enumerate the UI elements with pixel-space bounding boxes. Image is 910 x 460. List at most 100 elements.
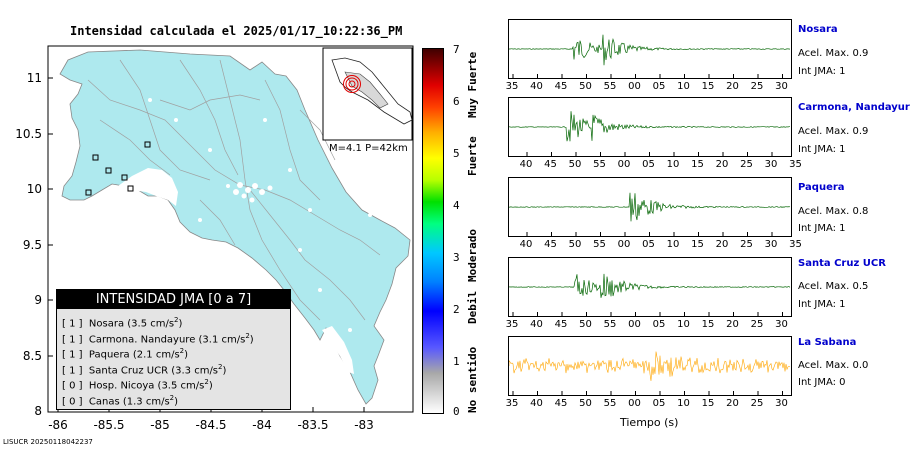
time-tick-label: 15 <box>691 239 704 250</box>
time-tick-label: 10 <box>677 319 690 330</box>
time-tick-label: 55 <box>603 398 617 409</box>
colorbar-tick: 5 <box>453 147 460 160</box>
time-tick-label: 40 <box>519 159 533 170</box>
lat-tick: 10.5 <box>15 127 42 141</box>
legend-row: [ 0 ] Canas (1.3 cm/s2) <box>62 393 179 407</box>
legend-title: INTENSIDAD JMA [0 a 7] <box>57 290 290 309</box>
station-int: Int JMA: 1 <box>798 299 846 310</box>
lon-tick: -85 <box>150 418 170 432</box>
time-tick-label: 20 <box>726 398 739 409</box>
lon-tick: -86 <box>48 418 68 432</box>
inset-magnitude-label: M=4.1 P=42km <box>329 143 408 154</box>
time-tick-label: 05 <box>652 319 666 330</box>
seismogram-trace <box>508 97 792 157</box>
colorbar-word: Muy Fuerte <box>466 51 479 118</box>
station-int: Int JMA: 1 <box>798 144 846 155</box>
legend-row: [ 1 ] Nosara (3.5 cm/s2) <box>62 316 183 330</box>
time-axis-label: Tiempo (s) <box>620 416 679 429</box>
time-tick-label: 30 <box>764 159 778 170</box>
time-tick-label: 25 <box>750 398 764 409</box>
lon-tick: -85.5 <box>93 418 125 432</box>
time-tick-label: 05 <box>642 159 655 170</box>
legend-row: [ 0 ] Hosp. Nicoya (3.5 cm/s2) <box>62 378 213 392</box>
time-tick-label: 35 <box>789 239 802 250</box>
lon-tick: -83.5 <box>297 418 329 432</box>
lat-tick: 11 <box>26 71 42 85</box>
time-tick-label: 35 <box>505 319 519 330</box>
colorbar-word: Debil <box>466 290 479 324</box>
lon-tick: -84 <box>252 418 272 432</box>
time-tick-label: 40 <box>530 81 543 92</box>
colorbar-tick: 7 <box>453 43 460 56</box>
intensity-colorbar <box>422 48 444 414</box>
time-tick-label: 45 <box>554 319 568 330</box>
time-tick-label: 50 <box>579 319 592 330</box>
time-tick-label: 05 <box>642 239 655 250</box>
time-tick-label: 45 <box>554 81 568 92</box>
time-tick-label: 50 <box>579 81 592 92</box>
colorbar-tick: 4 <box>453 199 460 212</box>
time-tick-label: 00 <box>617 239 631 250</box>
time-tick-label: 50 <box>579 398 592 409</box>
legend-row: [ 1 ] Paquera (2.1 cm/s2) <box>62 347 189 361</box>
time-tick-label: 55 <box>603 81 617 92</box>
lon-tick: -84.5 <box>195 418 227 432</box>
seismogram-waveform <box>509 273 791 316</box>
station-acel: Acel. Max. 0.0 <box>798 360 869 371</box>
time-tick-label: 20 <box>715 239 729 250</box>
time-tick-label: 45 <box>554 398 568 409</box>
time-tick-label: 00 <box>628 81 641 92</box>
lat-tick: 8 <box>34 404 42 418</box>
time-tick-label: 55 <box>593 159 606 170</box>
seismogram-waveform <box>509 34 791 78</box>
lat-tick: 9 <box>34 293 42 307</box>
colorbar-tick: 0 <box>453 405 460 418</box>
costa-rica-land <box>59 49 411 405</box>
station-acel: Acel. Max. 0.8 <box>798 206 869 217</box>
station-acel: Acel. Max. 0.9 <box>798 126 869 137</box>
time-tick-label: 25 <box>750 319 764 330</box>
seismogram-trace <box>508 257 792 317</box>
station-acel: Acel. Max. 0.9 <box>798 48 869 59</box>
time-tick-label: 25 <box>740 159 753 170</box>
colorbar-word: No sentido <box>466 346 479 413</box>
time-tick-label: 40 <box>530 319 543 330</box>
legend-row: [ 1 ] Santa Cruz UCR (3.3 cm/s2) <box>62 362 227 376</box>
time-tick-label: 10 <box>666 159 680 170</box>
time-tick-label: 25 <box>750 81 764 92</box>
map-title: Intensidad calculada el 2025/01/17_10:22… <box>70 24 403 38</box>
time-tick-label: 50 <box>568 239 582 250</box>
time-tick-label: 30 <box>775 81 788 92</box>
colorbar-tick: 1 <box>453 355 460 368</box>
station-name: Nosara <box>798 24 838 35</box>
lat-tick: 9.5 <box>22 238 42 252</box>
time-tick-label: 10 <box>666 239 680 250</box>
station-name: Paquera <box>798 182 845 193</box>
time-tick-label: 45 <box>544 159 557 170</box>
lat-tick: 8.5 <box>22 349 42 363</box>
time-tick-label: 20 <box>726 81 739 92</box>
time-tick-label: 05 <box>652 398 666 409</box>
seismogram-waveform <box>509 111 790 156</box>
time-tick-label: 40 <box>530 398 543 409</box>
colorbar-tick: 2 <box>453 303 460 316</box>
time-tick-label: 45 <box>544 239 557 250</box>
seismogram-trace <box>508 177 792 237</box>
time-tick-label: 20 <box>715 159 729 170</box>
station-int: Int JMA: 0 <box>798 377 846 388</box>
time-tick-label: 15 <box>701 398 715 409</box>
time-tick-label: 05 <box>652 81 666 92</box>
station-int: Int JMA: 1 <box>798 223 846 234</box>
time-tick-label: 30 <box>775 398 788 409</box>
waveform-line <box>509 351 791 381</box>
waveform-line <box>509 34 791 66</box>
time-tick-label: 35 <box>505 81 519 92</box>
station-int: Int JMA: 1 <box>798 66 846 77</box>
time-tick-label: 25 <box>740 239 753 250</box>
colorbar-word: Fuerte <box>466 136 479 176</box>
time-tick-label: 20 <box>726 319 739 330</box>
seismogram-waveform <box>509 351 791 395</box>
time-tick-label: 40 <box>519 239 533 250</box>
time-tick-label: 15 <box>701 81 715 92</box>
time-tick-label: 50 <box>568 159 582 170</box>
